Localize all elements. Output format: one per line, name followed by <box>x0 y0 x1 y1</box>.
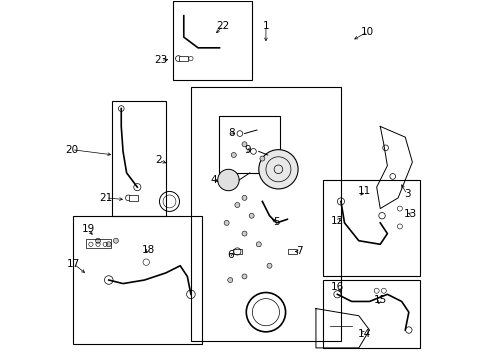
Circle shape <box>242 142 246 147</box>
Text: 1: 1 <box>262 21 269 31</box>
Text: 19: 19 <box>81 224 95 234</box>
Circle shape <box>106 242 111 247</box>
Text: 9: 9 <box>244 145 250 155</box>
Circle shape <box>242 274 246 279</box>
Text: 20: 20 <box>65 145 78 155</box>
Text: 22: 22 <box>216 21 229 31</box>
Circle shape <box>227 278 232 283</box>
Bar <box>85 239 110 248</box>
Text: 4: 4 <box>210 175 217 185</box>
Bar <box>219 116 280 173</box>
Circle shape <box>242 195 246 201</box>
Text: 23: 23 <box>154 55 167 65</box>
Text: 18: 18 <box>141 245 154 255</box>
Bar <box>112 102 165 216</box>
Circle shape <box>242 231 246 236</box>
Text: 16: 16 <box>330 282 343 292</box>
Circle shape <box>256 242 261 247</box>
Bar <box>190 87 340 341</box>
Circle shape <box>231 153 236 157</box>
Bar <box>173 1 251 80</box>
Text: 2: 2 <box>155 156 162 165</box>
Text: 3: 3 <box>403 189 409 199</box>
Circle shape <box>95 238 101 243</box>
Circle shape <box>224 220 229 225</box>
Text: 17: 17 <box>67 259 80 269</box>
Bar <box>323 180 419 276</box>
Text: 5: 5 <box>273 217 280 227</box>
Text: 12: 12 <box>330 216 343 226</box>
Circle shape <box>259 156 264 161</box>
Text: 13: 13 <box>403 209 416 219</box>
Circle shape <box>248 213 254 218</box>
Text: 6: 6 <box>226 250 233 260</box>
Text: 15: 15 <box>373 295 386 305</box>
Bar <box>323 280 419 348</box>
Circle shape <box>258 150 298 189</box>
Text: 11: 11 <box>357 186 370 196</box>
Bar <box>179 56 188 62</box>
Text: 14: 14 <box>357 329 370 339</box>
Circle shape <box>217 169 239 191</box>
Circle shape <box>266 263 271 268</box>
Text: 21: 21 <box>99 193 112 203</box>
Bar <box>73 216 201 344</box>
Text: 7: 7 <box>296 247 303 256</box>
Circle shape <box>234 203 240 207</box>
Text: 10: 10 <box>361 27 373 37</box>
Bar <box>233 249 241 254</box>
Bar <box>288 249 296 254</box>
Bar <box>129 195 138 201</box>
Text: 8: 8 <box>228 128 235 138</box>
Circle shape <box>113 238 118 243</box>
